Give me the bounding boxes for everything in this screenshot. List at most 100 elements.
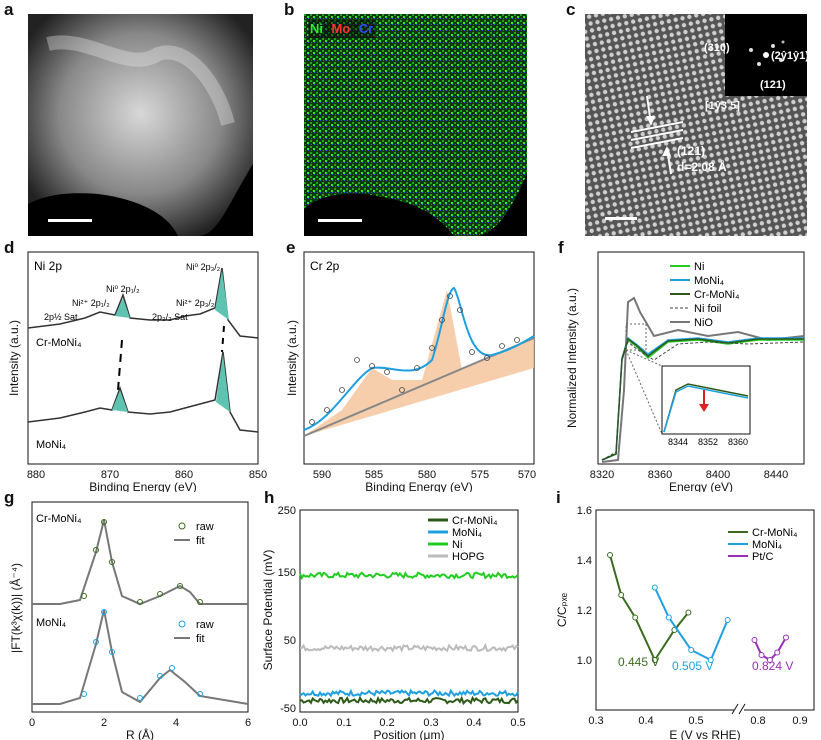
data-point: [651, 584, 658, 591]
data-point: [632, 614, 639, 621]
x-axis-label: Energy (eV): [669, 480, 733, 492]
xtick: 6: [245, 717, 251, 729]
legend-raw-marker: [178, 620, 186, 628]
data-point: [774, 649, 781, 656]
legend-cr: Cr: [358, 21, 374, 36]
panel-label-a: a: [4, 0, 14, 19]
chart-title: Cr 2p: [310, 259, 340, 273]
xtick: 8440: [764, 469, 788, 481]
axis-break-gap: [734, 704, 744, 716]
plot-frame: [595, 509, 815, 711]
xtick: 0.2: [379, 717, 394, 729]
legend-moni4: MoNi₄: [694, 275, 725, 287]
zoom-line: [625, 349, 663, 435]
min-label-moni4: 0.505 V: [672, 659, 713, 673]
ann-ni2-2p32: Ni²⁺ 2p₃/₂: [176, 298, 215, 308]
xtick: 585: [365, 469, 383, 481]
shift-arrowhead: [699, 404, 709, 412]
xtick: 0.5: [688, 715, 703, 727]
zoom-box: [625, 323, 647, 351]
raw-data-points: [309, 293, 520, 425]
y-axis-label: Normalized Intensity (a.u.): [565, 288, 579, 428]
legend-cr-moni4: Cr-MoNi₄: [452, 515, 498, 527]
xtick: 0.0: [292, 717, 307, 729]
data-point: [724, 617, 731, 623]
moni4-fit: [32, 609, 249, 705]
legend-cr-moni4: Cr-MoNi₄: [752, 527, 798, 539]
ni2p-xps-chart: Ni 2p 2p½ Sat Ni²⁺ 2p₁/₂ Ni⁰ 2p₁/₂ 2p₃/₂…: [7, 251, 267, 492]
fft-spots: [749, 40, 785, 66]
plot-frame: [299, 509, 519, 713]
moni4-spectrum: [27, 351, 259, 433]
ni0-2p32-peak-cr: [215, 270, 229, 320]
plane-label: (121): [677, 144, 706, 158]
x-axis-label: Position (μm): [374, 728, 445, 740]
ann-ni2-2p12: Ni²⁺ 2p₁/₂: [72, 298, 110, 308]
inset-moni4: [663, 385, 749, 433]
plot-frame: [27, 251, 259, 465]
min-label-ptc: 0.824 V: [752, 659, 793, 673]
xtick: 0.4: [466, 717, 481, 729]
xtick: 860: [175, 469, 193, 481]
xtick: 580: [418, 469, 436, 481]
xtick: 0: [29, 717, 35, 729]
y-axis-label: |FT(k³χ(k))| (Å⁻⁴): [8, 563, 23, 653]
ytick: 1.2: [577, 605, 592, 617]
nio-spectrum: [601, 296, 805, 463]
fft-label-2-11: (2ŷ1ŷ1): [771, 50, 807, 62]
scale-bar: [318, 219, 362, 222]
xtick: 870: [101, 469, 119, 481]
xtick: 0.1: [336, 717, 351, 729]
series-line: [300, 642, 519, 653]
data-point: [751, 637, 758, 643]
ni0-2p12-peak-mo: [112, 390, 128, 412]
xtick: 0.3: [588, 715, 603, 727]
x-axis-label: R (Å): [126, 727, 154, 740]
panel-label-b: b: [284, 0, 295, 19]
zone-axis-label: [1ŷ3 5]: [705, 100, 740, 112]
inset-tick: 8352: [698, 437, 718, 447]
panel-label-g: g: [4, 488, 15, 507]
moni4-raw: [81, 609, 203, 701]
xtick: 8360: [648, 469, 672, 481]
ytick: 150: [278, 567, 296, 579]
legend-ptc: Pt/C: [752, 551, 773, 563]
eds-map-texture: [304, 14, 527, 236]
xtick: 0.3: [423, 717, 438, 729]
kpfm-chart: Cr-MoNi₄ MoNi₄ Ni HOPG 250 150 50 -50 0.…: [261, 505, 526, 740]
cr2p-xps-chart: Cr 2p 590 585 580 575 570 Binding Energy…: [285, 251, 536, 492]
x-axis-label: Binding Energy (eV): [365, 480, 472, 492]
sample-label-cr-moni4: Cr-MoNi₄: [36, 513, 82, 525]
data-point: [607, 552, 613, 558]
ann-ni0-2p12: Ni⁰ 2p₁/₂: [106, 284, 140, 294]
hrtem-lattice-image: (310) (2ŷ1ŷ1) (121) [1ŷ3 5] (121) d=2.08…: [585, 14, 807, 236]
y-axis-label: Intensity (a.u.): [285, 320, 299, 396]
panel-label-h: h: [264, 488, 275, 507]
ann-2p32-sat: 2p₃/₂ Sat: [152, 312, 188, 322]
legend-fit: fit: [196, 633, 205, 645]
series-group: [607, 552, 789, 663]
fitted-peak-fill: [304, 290, 534, 436]
data-point: [783, 634, 789, 641]
xtick: 570: [518, 469, 536, 481]
ni-foil-spectrum: [601, 341, 805, 461]
inset-frame: [661, 365, 751, 435]
fft-inset: (310) (2ŷ1ŷ1) (121): [704, 14, 807, 96]
ann-ni0-2p32: Ni⁰ 2p₃/₂: [186, 262, 221, 272]
plot-frame: [31, 501, 249, 713]
chart-title: Ni 2p: [34, 259, 62, 273]
legend-cr-moni4: Cr-MoNi₄: [694, 289, 740, 301]
legend-ni: Ni: [310, 21, 323, 36]
xanes-chart: 8344 8352 8360 Ni MoNi₄ Cr-MoNi₄ Ni foil…: [565, 251, 805, 492]
scale-bar: [48, 219, 92, 222]
xtick: 590: [313, 469, 331, 481]
legend-ni: Ni: [452, 539, 462, 551]
xtick: 0.9: [792, 715, 807, 727]
shift-guide-1: [117, 339, 123, 391]
legend-nio: NiO: [694, 317, 713, 329]
data-point: [618, 592, 625, 598]
ann-2p12-sat: 2p½ Sat: [44, 312, 78, 322]
fft-label-121: (121): [760, 79, 786, 91]
data-point: [707, 657, 714, 663]
legend-moni4: MoNi₄: [752, 539, 783, 551]
